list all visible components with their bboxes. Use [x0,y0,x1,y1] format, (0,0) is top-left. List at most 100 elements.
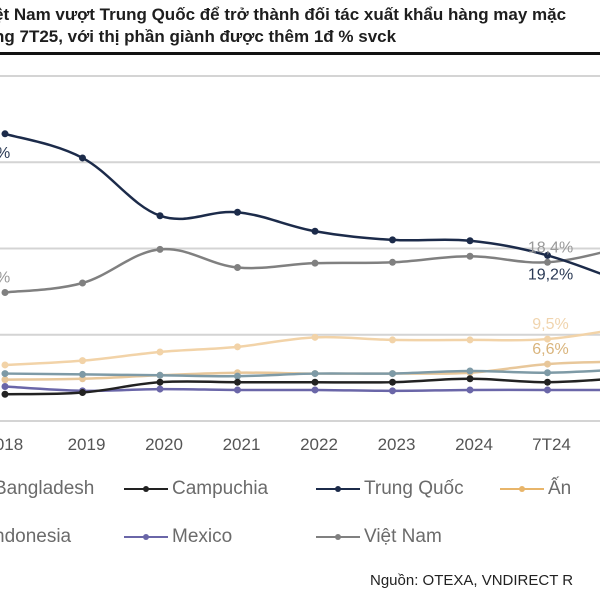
series-line-campuchia [4,377,600,396]
point-viet-nam-2023 [389,258,396,266]
legend-label-viet-nam: Việt Nam [364,526,442,547]
x-tick-2022: 2022 [300,435,338,454]
point-viet-nam-2024 [466,252,474,260]
series-line-an-do [4,330,600,367]
point-mexico-2020 [156,385,164,393]
point-campuchia-2019 [79,389,86,397]
point-campuchia-2024 [466,375,474,383]
x-tick-2020: 2020 [145,435,183,454]
title-line-1: ệt Nam vượt Trung Quốc để trở thành đối … [0,5,567,24]
legend-label-bangladesh: Bangladesh [0,478,95,499]
series-lines [1,130,600,398]
legend-label-indonesia: ndonesia [0,526,72,547]
line-chart: 0182019202020212022202320247T247 18,4%19… [0,75,600,454]
data-label-trung-quoc-2018: % [0,145,10,162]
x-axis-ticks: 0182019202020212022202320247T247 [0,435,571,454]
legend-item-viet-nam[interactable]: Việt Nam [316,526,442,548]
point-campuchia-2020 [156,378,164,386]
point-campuchia-2022 [311,378,319,386]
legend-marker-mexico-icon [124,530,168,544]
series-campuchia [1,375,600,398]
source-note: Nguồn: OTEXA, VNDIRECT R [370,572,574,589]
chart-title: ệt Nam vượt Trung Quốc để trở thành đối … [0,4,600,48]
legend-marker-trung-quoc-icon [316,482,360,496]
series-indonesia [1,367,600,380]
series-line-indonesia [4,369,600,378]
legend-marker-viet-nam-icon [316,530,360,544]
point-viet-nam-2019 [79,279,86,287]
point-an-do-2019 [79,357,86,365]
legend-label-an-do: Ấn [548,478,572,499]
point-trung-quoc-2021 [234,208,241,216]
legend-marker-campuchia-icon [124,482,168,496]
point-mexico-2021 [234,386,241,394]
title-line-2: ng 7T25, với thị phần giành được thêm 1đ… [0,27,397,46]
legend-label-mexico: Mexico [172,526,233,547]
point-mexico-2024 [466,386,474,394]
series-an-do [1,330,600,369]
point-mexico-2023 [389,387,396,395]
point-indonesia-2022 [311,370,319,378]
point-an-do-2020 [156,348,164,356]
point-indonesia-2024 [466,367,474,375]
point-trung-quoc-2023 [389,236,396,244]
point-campuchia-2023 [389,378,396,386]
data-label-viet-nam-2018: % [0,269,10,286]
series-line-trung-quoc [4,132,600,275]
point-trung-quoc-2022 [311,227,319,235]
data-label-trung-quoc-7t24: 19,2% [528,266,573,283]
x-tick-2018: 018 [0,435,23,454]
legend-item-indonesia[interactable]: ndonesia [0,526,71,548]
point-trung-quoc-2019 [79,154,86,162]
series-bangladesh [1,360,600,384]
legend-item-an-do[interactable]: Ấn [500,478,571,500]
point-indonesia-2021 [234,372,241,380]
legend-item-bangladesh[interactable]: Bangladesh [0,478,94,500]
point-mexico-7t24 [544,386,551,394]
point-indonesia-2018 [1,370,9,378]
legend-item-campuchia[interactable]: Campuchia [124,478,268,500]
point-an-do-2018 [1,361,9,369]
x-tick-7t24: 7T24 [532,435,571,454]
point-viet-nam-7t24 [544,258,551,266]
data-label-an-do-7t24: 9,5% [532,316,568,333]
point-viet-nam-2018 [1,288,9,296]
point-mexico-2018 [1,383,9,390]
point-an-do-2024 [466,336,474,344]
point-trung-quoc-2018 [1,130,9,138]
legend-label-trung-quoc: Trung Quốc [364,478,464,499]
data-label-viet-nam-7t24: 18,4% [528,239,573,256]
series-viet-nam [1,245,600,296]
point-indonesia-2023 [389,370,396,378]
point-trung-quoc-7t24 [544,251,551,259]
point-an-do-2022 [311,333,319,341]
series-line-bangladesh [4,360,600,381]
gridlines [0,75,600,422]
series-trung-quoc [1,130,600,275]
point-campuchia-2018 [1,390,9,398]
point-bangladesh-2018 [1,376,9,384]
legend-item-trung-quoc[interactable]: Trung Quốc [316,478,464,500]
point-an-do-2021 [234,343,241,351]
point-trung-quoc-2024 [466,237,474,245]
x-tick-2024: 2024 [455,435,493,454]
point-trung-quoc-2020 [156,212,164,220]
legend-marker-an-do-icon [500,482,544,496]
point-indonesia-2019 [79,370,86,378]
x-tick-2023: 2023 [378,435,416,454]
data-labels: 18,4% 19,2% 9,5% 6,6%%% [0,145,573,358]
point-mexico-2022 [311,386,319,394]
data-label-bangladesh-7t24: 6,6% [532,341,568,358]
point-bangladesh-7t24 [544,360,551,368]
x-tick-2019: 2019 [68,435,106,454]
point-viet-nam-2020 [156,245,164,253]
point-viet-nam-2021 [234,263,241,271]
title-divider [0,52,600,55]
point-viet-nam-2022 [311,259,319,267]
point-indonesia-2020 [156,371,164,379]
x-tick-2021: 2021 [223,435,261,454]
series-line-viet-nam [4,247,600,294]
point-an-do-7t24 [544,335,551,343]
legend-item-mexico[interactable]: Mexico [124,526,232,548]
legend-label-campuchia: Campuchia [172,478,269,499]
